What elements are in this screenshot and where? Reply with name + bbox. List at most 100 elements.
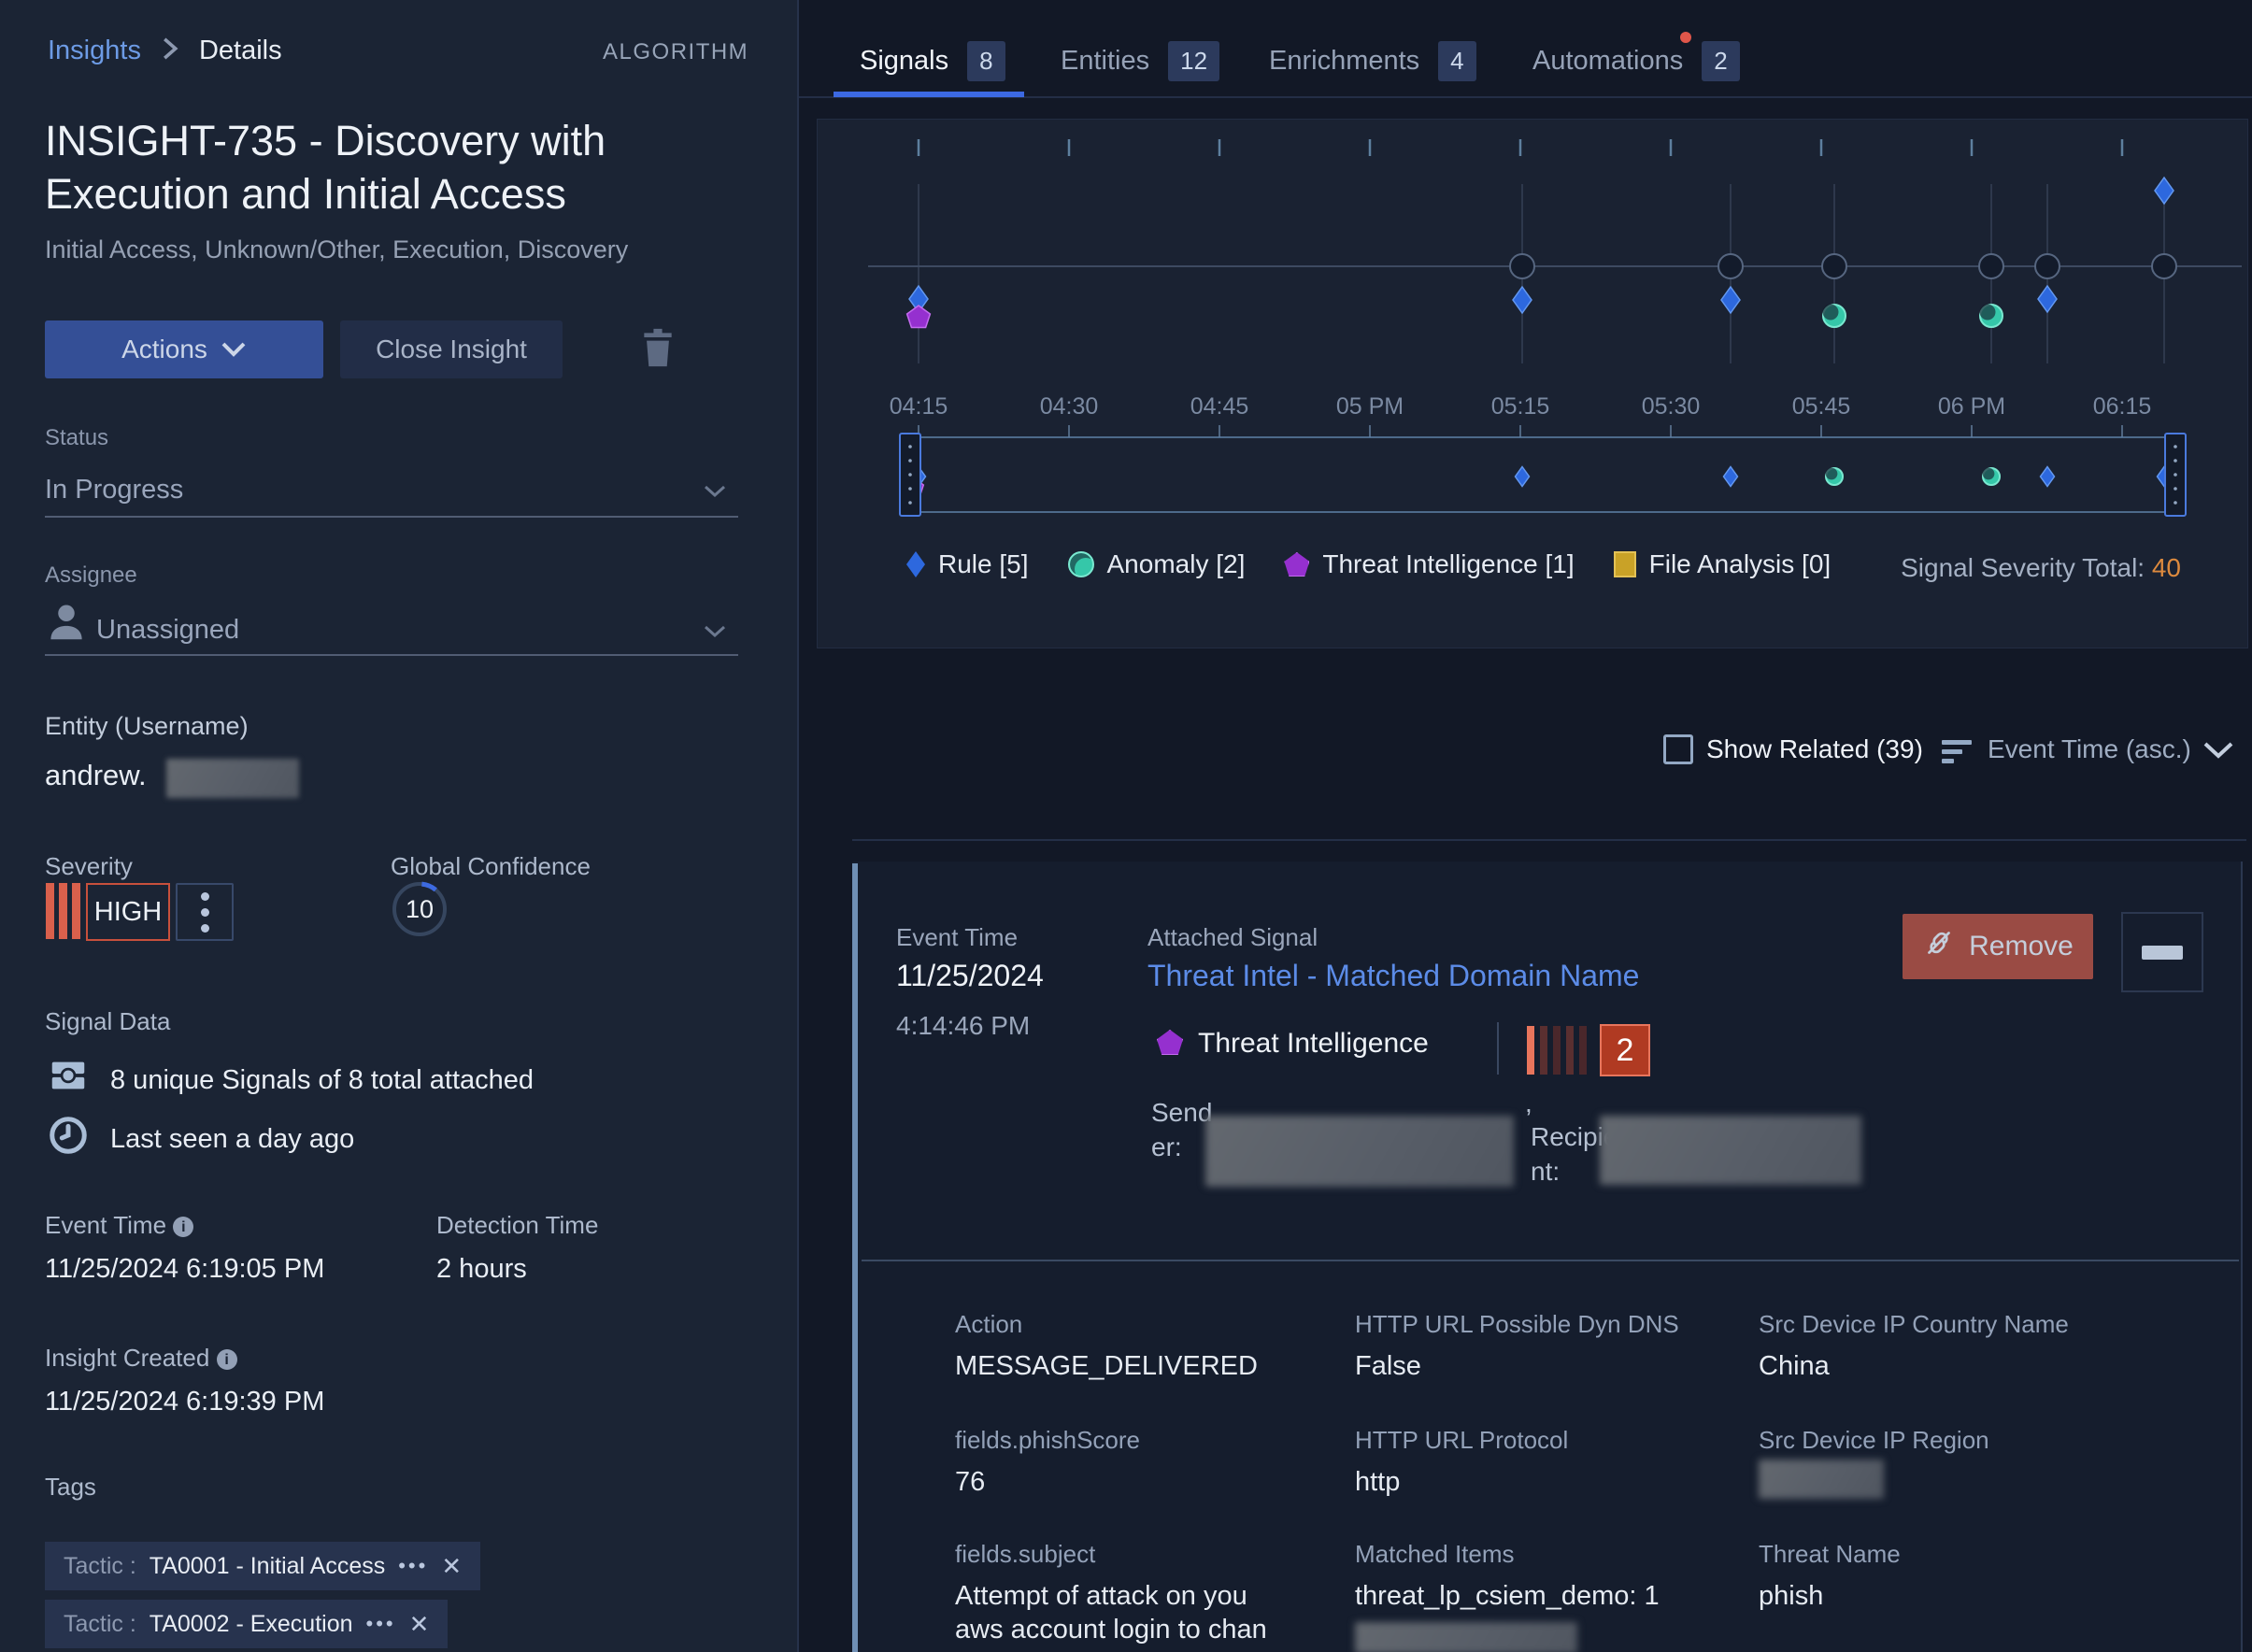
field-value: China: [1759, 1349, 1830, 1383]
entity-value[interactable]: andrew.: [45, 759, 147, 792]
actions-button[interactable]: Actions: [45, 320, 323, 378]
assignee-select[interactable]: Unassigned: [96, 615, 239, 646]
show-related-label[interactable]: Show Related (39): [1706, 734, 1923, 764]
tag-chip[interactable]: Tactic : TA0002 - Execution: [45, 1600, 448, 1648]
card-event-date: 11/25/2024: [896, 959, 1044, 993]
signal-severity-meter: 2: [1527, 1024, 1650, 1076]
field-value: threat_lp_csiem_demo: 1: [1355, 1579, 1660, 1613]
tab-count-badge: 8: [967, 41, 1005, 81]
confidence-value: 10: [391, 895, 449, 924]
tab-automations[interactable]: Automations 2: [1532, 41, 1740, 81]
sender-redacted-value: [1205, 1116, 1514, 1187]
svg-text:06:15: 06:15: [2093, 393, 2152, 420]
file-analysis-square-icon: [1614, 551, 1636, 577]
remove-label: Remove: [1969, 931, 2074, 962]
notification-dot: [1680, 32, 1691, 43]
tab-count-badge: 4: [1438, 41, 1475, 81]
field-redacted-value: [1759, 1460, 1884, 1499]
tab-label: Enrichments: [1269, 46, 1419, 77]
entity-redacted-value: [166, 759, 299, 798]
more-options-icon[interactable]: [366, 1612, 396, 1636]
assignee-chevron-icon[interactable]: [703, 624, 727, 644]
tag-chip[interactable]: Tactic : TA0001 - Initial Access: [45, 1542, 480, 1590]
kebab-icon: [201, 892, 209, 901]
field-label: Src Device IP Region: [1759, 1426, 1989, 1455]
tab-count-badge: 12: [1168, 41, 1219, 81]
legend-rule[interactable]: Rule [5]: [906, 549, 1029, 579]
breadcrumb-chevron-icon: [162, 36, 178, 65]
remove-tag-icon[interactable]: [409, 1610, 430, 1639]
confidence-ring: 10: [391, 880, 449, 938]
sort-order-dropdown[interactable]: Event Time (asc.): [1988, 734, 2191, 764]
confidence-label: Global Confidence: [391, 852, 591, 881]
legend-anomaly[interactable]: Anomaly [2]: [1068, 549, 1246, 579]
severity-meter: [46, 883, 80, 939]
remove-signal-button[interactable]: Remove: [1903, 914, 2093, 979]
info-icon[interactable]: [217, 1349, 237, 1370]
field-redacted-value: [1355, 1622, 1577, 1652]
tab-label: Signals: [860, 46, 948, 77]
legend-label: Anomaly [2]: [1107, 549, 1246, 579]
collapse-card-button[interactable]: [2121, 912, 2203, 992]
remove-tag-icon[interactable]: [441, 1552, 462, 1581]
tag-type: Tactic :: [64, 1611, 136, 1638]
field-label: Action: [955, 1310, 1022, 1339]
status-label: Status: [45, 425, 108, 451]
signal-data-label: Signal Data: [45, 1007, 170, 1036]
unique-signals-text: 8 unique Signals of 8 total attached: [110, 1065, 534, 1096]
show-related-checkbox[interactable]: [1663, 734, 1693, 764]
severity-label: Severity: [45, 852, 133, 881]
field-value: False: [1355, 1349, 1421, 1383]
tab-enrichments[interactable]: Enrichments 4: [1269, 41, 1476, 81]
severity-total-value: 40: [2152, 553, 2181, 582]
recipient-redacted-value: [1600, 1116, 1861, 1185]
tab-entities[interactable]: Entities 12: [1061, 41, 1219, 81]
detection-time-value: 2 hours: [436, 1254, 527, 1285]
sort-icon[interactable]: [1942, 740, 1972, 763]
more-options-icon[interactable]: [398, 1554, 428, 1578]
tag-value: TA0001 - Initial Access: [150, 1553, 385, 1580]
breadcrumb-insights-link[interactable]: Insights: [48, 36, 141, 66]
anomaly-circle-icon: [1068, 551, 1094, 577]
svg-text:05 PM: 05 PM: [1336, 393, 1404, 420]
legend-threat-intelligence[interactable]: Threat Intelligence [1]: [1284, 549, 1574, 579]
tab-count-badge: 2: [1702, 41, 1739, 81]
insight-tactics-subtitle: Initial Access, Unknown/Other, Execution…: [45, 235, 628, 264]
status-select[interactable]: In Progress: [45, 475, 183, 506]
tab-signals[interactable]: Signals 8: [860, 41, 1005, 81]
tags-label: Tags: [45, 1473, 96, 1502]
status-chevron-icon[interactable]: [703, 484, 727, 504]
trash-icon: [637, 325, 678, 370]
delete-insight-button[interactable]: [637, 325, 678, 375]
info-icon[interactable]: [173, 1217, 193, 1237]
svg-text:04:15: 04:15: [890, 393, 948, 420]
detection-time-label: Detection Time: [436, 1211, 598, 1240]
close-insight-button[interactable]: Close Insight: [340, 320, 563, 378]
active-tab-underline: [834, 92, 1024, 97]
field-label: Threat Name: [1759, 1540, 1901, 1569]
insight-created-value: 11/25/2024 6:19:39 PM: [45, 1387, 324, 1417]
insight-created-label: Insight Created: [45, 1344, 237, 1373]
threat-intel-pentagon-icon: [1284, 552, 1309, 577]
field-label: HTTP URL Possible Dyn DNS: [1355, 1310, 1679, 1339]
field-label: Src Device IP Country Name: [1759, 1310, 2069, 1339]
svg-text:05:15: 05:15: [1491, 393, 1550, 420]
field-value: Attempt of attack on you aws account log…: [955, 1579, 1291, 1646]
svg-text:04:45: 04:45: [1190, 393, 1249, 420]
event-time-label: Event Time: [45, 1211, 193, 1240]
card-accent-bar: [852, 863, 858, 1652]
insight-details-page: Insights Details ALGORITHM INSIGHT-735 -…: [0, 0, 2252, 1652]
field-value: phish: [1759, 1579, 1823, 1613]
signal-severity-total: Signal Severity Total: 40: [1901, 553, 2181, 583]
signal-name-link[interactable]: Threat Intel - Matched Domain Name: [1147, 959, 1639, 993]
card-event-clock: 4:14:46 PM: [896, 1011, 1030, 1041]
tab-label: Automations: [1532, 46, 1683, 77]
attached-signal-label: Attached Signal: [1147, 923, 1318, 952]
chevron-down-icon: [221, 335, 247, 364]
legend-file-analysis[interactable]: File Analysis [0]: [1614, 549, 1832, 579]
severity-menu-button[interactable]: [176, 883, 234, 941]
sort-chevron-down-icon[interactable]: [2202, 740, 2235, 765]
legend-label: Rule [5]: [938, 549, 1029, 579]
svg-text:04:30: 04:30: [1040, 393, 1099, 420]
close-insight-label: Close Insight: [376, 335, 527, 364]
